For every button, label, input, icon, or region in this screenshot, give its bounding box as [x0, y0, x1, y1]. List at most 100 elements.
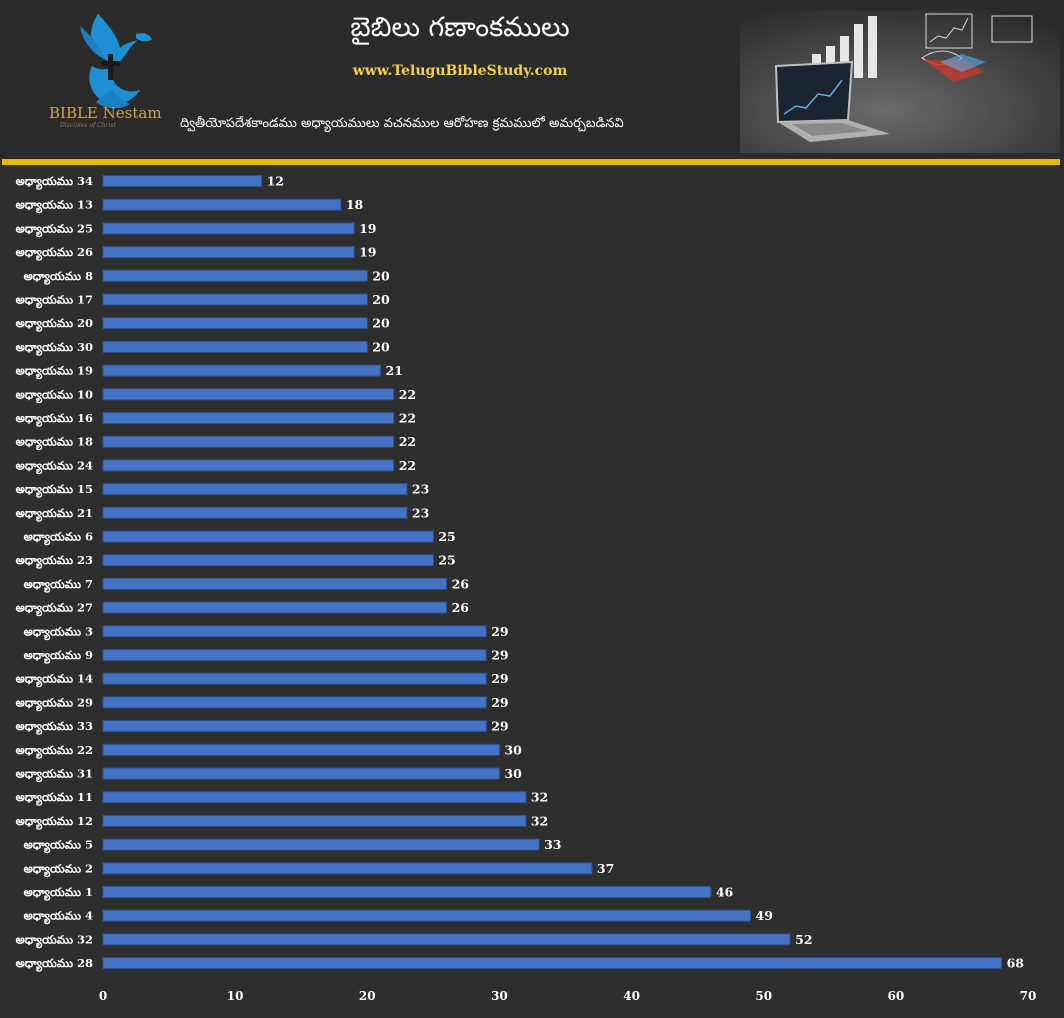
bar	[102, 838, 540, 851]
bar	[102, 246, 355, 259]
bar	[102, 388, 395, 401]
data-label: 30	[504, 742, 522, 757]
data-label: 68	[1007, 956, 1025, 971]
category-label: అధ్యాయము 3	[24, 624, 93, 640]
header: BIBLE Nestam Disciples of Christ బైబిలు …	[0, 0, 1064, 160]
x-tick-label: 50	[755, 989, 772, 1003]
data-label: 22	[399, 434, 416, 449]
category-label: అధ్యాయము 15	[16, 482, 93, 498]
category-label: అధ్యాయము 13	[16, 198, 93, 214]
bar	[102, 957, 1003, 970]
bar	[102, 483, 408, 496]
bar	[102, 791, 527, 804]
bar	[102, 814, 527, 827]
bar	[102, 530, 434, 543]
bar	[102, 743, 500, 756]
bar	[102, 293, 368, 306]
category-label: అధ్యాయము 31	[16, 767, 93, 783]
category-label: అధ్యాయము 33	[16, 719, 93, 735]
dove-cross-hands-icon	[80, 14, 152, 109]
category-label: అధ్యాయము 22	[16, 743, 93, 759]
category-label: అధ్యాయము 23	[16, 553, 93, 569]
data-label: 29	[491, 624, 508, 639]
data-label: 29	[491, 719, 508, 734]
website-link[interactable]: www.TeluguBibleStudy.com	[352, 63, 568, 79]
category-label: అధ్యాయము 6	[24, 530, 93, 546]
data-label: 21	[386, 363, 403, 378]
data-label: 25	[438, 529, 455, 544]
data-label: 12	[267, 174, 284, 189]
data-label: 20	[372, 339, 390, 354]
category-label: అధ్యాయము 26	[16, 245, 93, 261]
category-label: అధ్యాయము 9	[24, 648, 93, 664]
bar	[102, 435, 395, 448]
category-label: అధ్యాయము 21	[16, 506, 93, 522]
data-label: 26	[452, 600, 470, 615]
category-label: అధ్యాయము 25	[16, 221, 93, 237]
category-label: అధ్యాయము 5	[24, 838, 93, 854]
x-tick-label: 20	[359, 989, 376, 1003]
data-label: 23	[412, 505, 429, 520]
data-label: 19	[359, 245, 376, 260]
bar	[102, 222, 355, 235]
category-label: అధ్యాయము 7	[24, 577, 93, 593]
category-label: అధ్యాయము 27	[16, 601, 93, 617]
bar	[102, 886, 712, 898]
data-label: 52	[795, 932, 812, 947]
data-label: 20	[372, 268, 390, 283]
category-label: అధ్యాయము 32	[16, 932, 93, 948]
bar	[102, 601, 448, 614]
category-label: అధ్యాయము 17	[16, 293, 93, 309]
category-label: అధ్యాయము 16	[16, 411, 93, 427]
category-label: అధ్యాయము 1	[24, 885, 93, 901]
bar	[102, 459, 395, 472]
x-tick-label: 0	[99, 989, 107, 1003]
data-label: 29	[491, 695, 508, 710]
category-label: అధ్యాయము 8	[24, 269, 93, 285]
bar	[102, 720, 487, 733]
data-label: 18	[346, 197, 364, 212]
x-tick-label: 60	[888, 989, 905, 1003]
bar	[102, 672, 487, 685]
bar	[102, 862, 593, 875]
data-label: 26	[452, 576, 470, 591]
x-tick-label: 70	[1020, 989, 1037, 1003]
data-label: 32	[531, 790, 548, 805]
data-label: 29	[491, 671, 508, 686]
data-label: 22	[399, 458, 416, 473]
category-label: అధ్యాయము 19	[16, 364, 93, 380]
bar	[102, 269, 368, 282]
data-label: 33	[544, 837, 561, 852]
bar	[102, 554, 434, 567]
data-label: 22	[399, 387, 416, 402]
data-label: 30	[504, 766, 522, 781]
data-label: 22	[399, 411, 416, 426]
bar	[102, 175, 263, 187]
data-label: 20	[372, 292, 390, 307]
data-label: 49	[756, 908, 773, 923]
bar	[102, 506, 408, 519]
bar	[102, 198, 342, 211]
brand-tagline: Disciples of Christ	[60, 122, 116, 129]
bar	[102, 625, 487, 638]
data-label: 32	[531, 813, 548, 828]
bar	[102, 364, 381, 377]
category-label: అధ్యాయము 11	[16, 790, 93, 806]
category-label: అధ్యాయము 24	[16, 458, 93, 474]
data-label: 20	[372, 316, 390, 331]
category-label: అధ్యాయము 28	[16, 956, 93, 972]
category-label: అధ్యాయము 18	[16, 435, 93, 451]
category-label: అధ్యాయము 29	[16, 695, 93, 711]
category-label: అధ్యాయము 10	[16, 387, 93, 403]
data-label: 46	[716, 885, 734, 900]
data-label: 23	[412, 482, 429, 497]
bar	[102, 649, 487, 661]
category-label: అధ్యాయము 20	[16, 316, 93, 332]
header-divider	[2, 159, 1060, 165]
data-label: 19	[359, 221, 376, 236]
x-tick-label: 10	[227, 989, 244, 1003]
category-label: అధ్యాయము 30	[16, 340, 93, 356]
data-label: 29	[491, 648, 508, 663]
page-subtitle: ద్వితీయోపదేశకాండము అధ్యాయములు వచనముల ఆరో…	[180, 116, 624, 131]
